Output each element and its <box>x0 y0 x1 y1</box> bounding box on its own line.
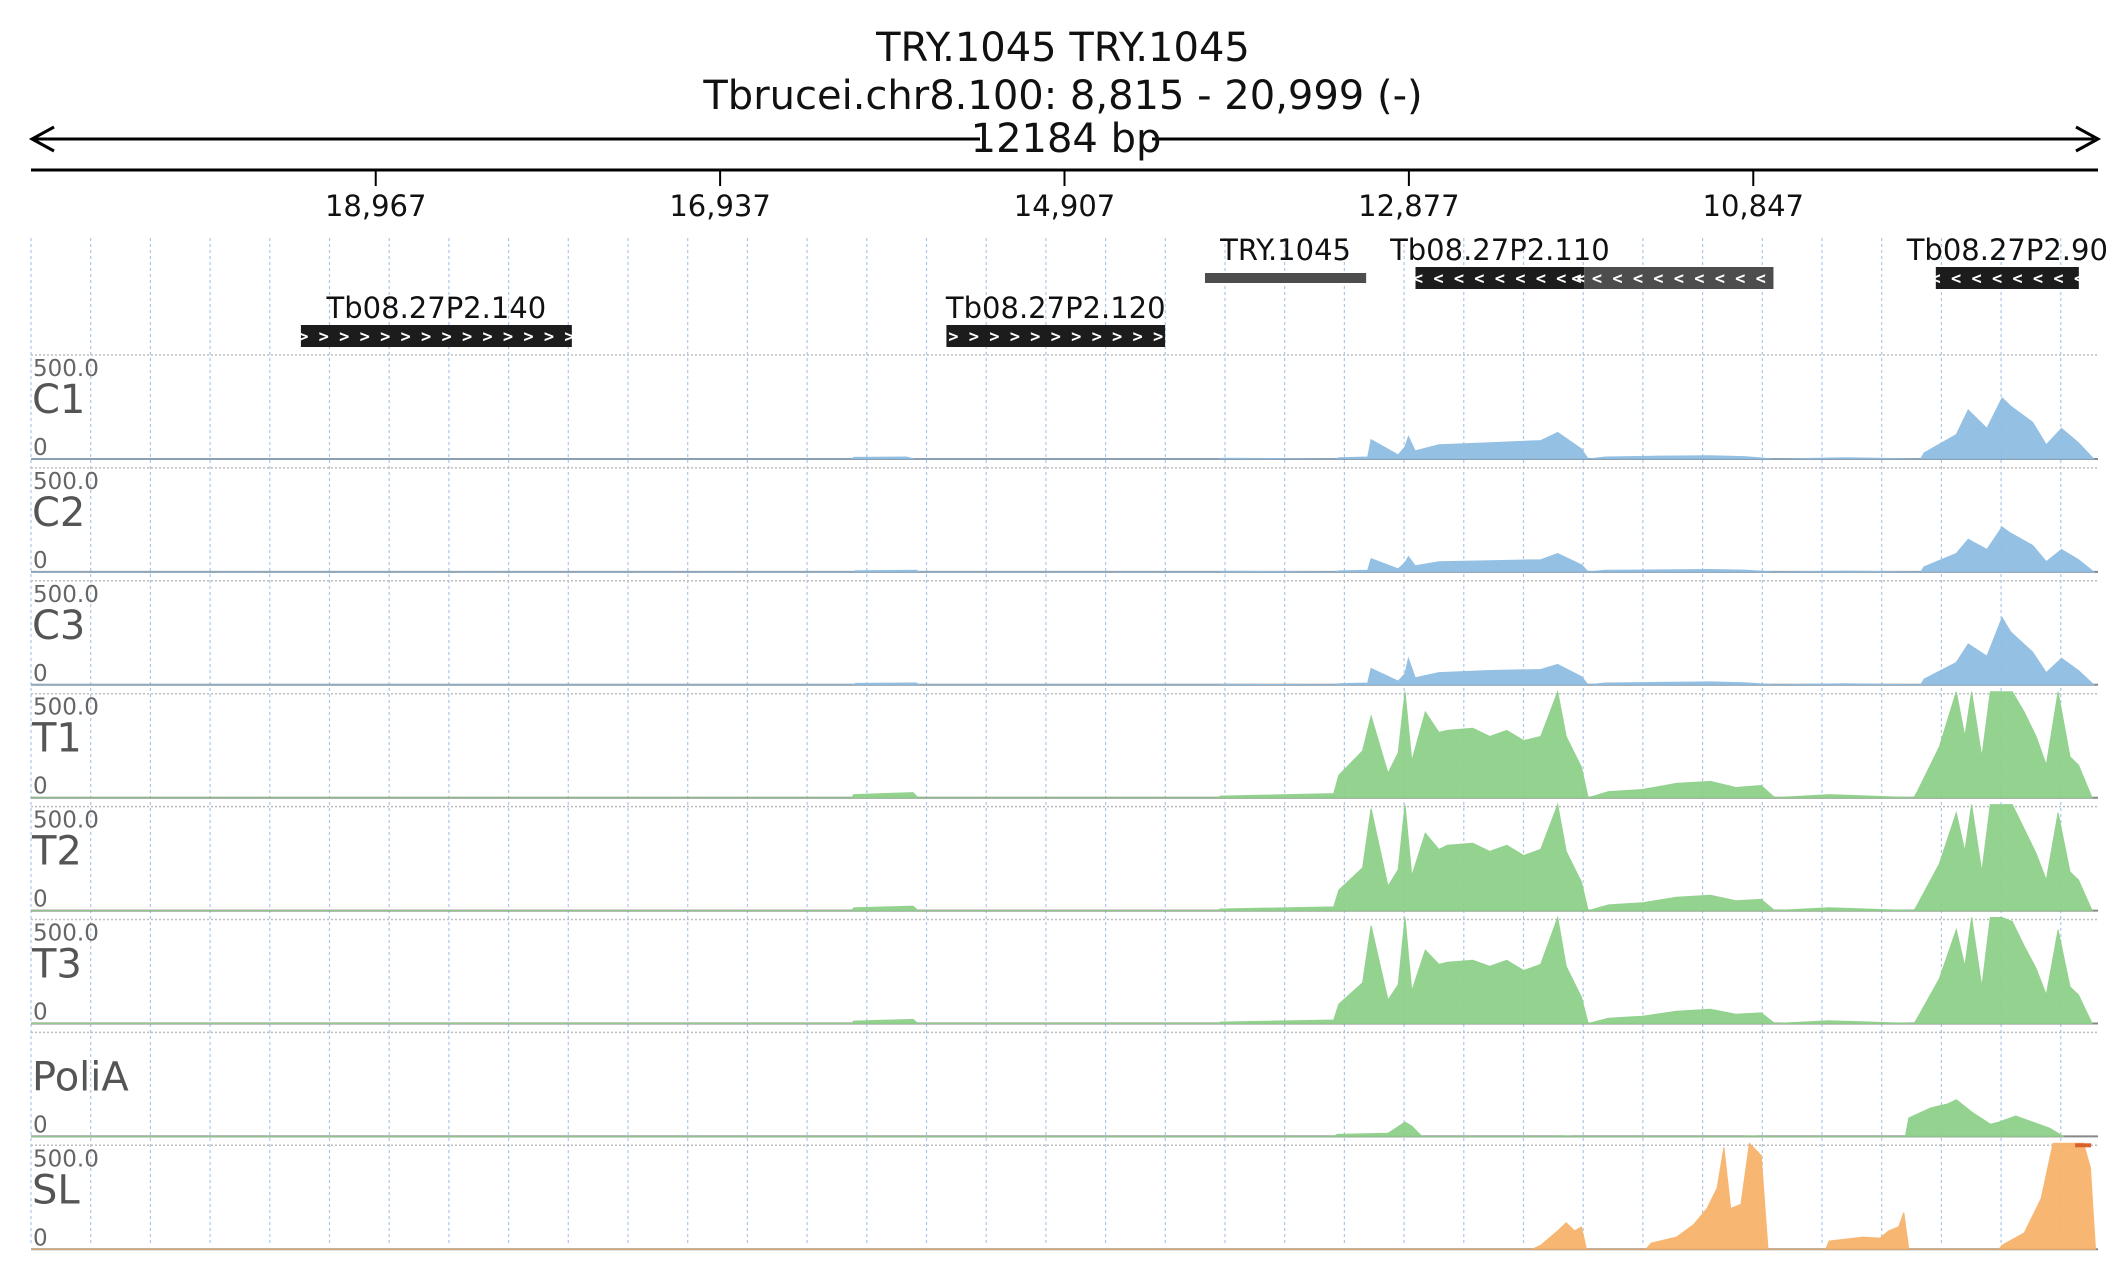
coverage-area <box>31 526 2096 573</box>
strand-arrows-icon: < < < < < < < < < < < <box>1571 269 1786 289</box>
gene-bar <box>946 325 1166 347</box>
track-c3: 500.0C3 0 <box>31 580 2098 687</box>
track-ymin-label: 0 <box>33 1000 48 1026</box>
track-name: T1 <box>31 716 82 762</box>
strand-arrows-icon: < < < < < < < < < <box>1413 269 1587 289</box>
track-sl: 500.0SL 0 <box>31 1142 2098 1251</box>
gene-bar <box>1204 273 1367 283</box>
gene-annotation-track: TRY.1045< < < < < < < < <Tb08.27P2.110< … <box>278 233 2108 347</box>
coverage-area <box>31 915 2093 1025</box>
track-ymax-label: 500.0 <box>33 808 99 834</box>
locus-label: Tbrucei.chr8.100: 8,815 - 20,999 (-) <box>702 73 1422 119</box>
span-label: 12184 bp <box>971 116 1162 162</box>
x-tick-label: 16,937 <box>669 189 770 223</box>
track-ymin-label: 0 <box>33 1112 48 1138</box>
strand-arrows-icon: > > > > > > > > > > > > > > > > <box>278 327 595 347</box>
gene-label: Tb08.27P2.120 <box>945 291 1166 325</box>
x-tick-label: 10,847 <box>1703 189 1804 223</box>
track-c2: 500.0C2 0 <box>31 467 2098 574</box>
track-name: C2 <box>32 490 85 536</box>
track-name: C3 <box>32 603 85 649</box>
track-name: C1 <box>32 377 85 423</box>
track-ymin-label: 0 <box>33 1225 48 1251</box>
gene-label: Tb08.27P2.90 <box>1906 233 2108 267</box>
gene-label: TRY.1045 <box>1219 233 1351 267</box>
track-ymax-label: 500.0 <box>33 469 99 495</box>
x-tick-label: 14,907 <box>1014 189 1115 223</box>
track-name: PoliA <box>32 1054 129 1100</box>
coverage-area <box>31 396 2095 460</box>
track-ymin-label: 0 <box>33 774 48 800</box>
track-ymax-label: 500.0 <box>33 921 99 947</box>
strand-arrows-icon: < < < < < < < < <box>1931 269 2085 289</box>
track-ymax-label: 500.0 <box>33 356 99 382</box>
span-arrow-left-icon <box>28 125 55 153</box>
coverage-area <box>31 616 2096 686</box>
track-c1: 500.0C1 0 <box>31 354 2098 461</box>
span-arrow-right-icon <box>2075 125 2102 153</box>
track-ymin-label: 0 <box>33 548 48 574</box>
vertical-gridlines <box>30 238 2062 1246</box>
track-polia: PoliA 0 <box>31 1031 2098 1138</box>
coordinate-ticks: 18,967 16,937 14,907 12,877 10,847 <box>325 170 1804 223</box>
sl-clipped-marker <box>2075 1143 2092 1148</box>
coverage-tracks: 500.0C10500.0C20500.0C30500.0T10500.0T20… <box>31 354 2098 1251</box>
span-ruler: 12184 bp <box>28 116 2102 162</box>
x-tick-label: 18,967 <box>325 189 426 223</box>
coverage-area <box>31 1099 2065 1137</box>
track-ymin-label: 0 <box>33 661 48 687</box>
coverage-area <box>31 802 2093 912</box>
track-ymax-label: 500.0 <box>33 1146 99 1172</box>
track-name: SL <box>32 1167 80 1213</box>
gene-label: Tb08.27P2.140 <box>326 291 547 325</box>
coverage-area <box>31 689 2093 799</box>
track-t2: 500.0T2 0 <box>31 802 2098 913</box>
track-ymax-label: 500.0 <box>33 582 99 608</box>
track-ymax-label: 500.0 <box>33 695 99 721</box>
coverage-area <box>31 1142 2097 1250</box>
track-name: T3 <box>31 942 82 988</box>
chart-title: TRY.1045 TRY.1045 <box>875 25 1250 71</box>
track-name: T2 <box>31 829 82 875</box>
track-ymin-label: 0 <box>33 435 48 461</box>
track-t1: 500.0T1 0 <box>31 689 2098 800</box>
track-ymin-label: 0 <box>33 887 48 913</box>
x-tick-label: 12,877 <box>1358 189 1459 223</box>
gene-bar <box>1584 267 1774 289</box>
gene-label: Tb08.27P2.110 <box>1389 233 1610 267</box>
strand-arrows-icon: > > > > > > > > > > > > > <box>928 327 1184 347</box>
gene-bar <box>300 325 572 347</box>
track-t3: 500.0T3 0 <box>31 915 2098 1026</box>
gene-bar <box>1415 267 1585 289</box>
gene-bar <box>1935 267 2079 289</box>
